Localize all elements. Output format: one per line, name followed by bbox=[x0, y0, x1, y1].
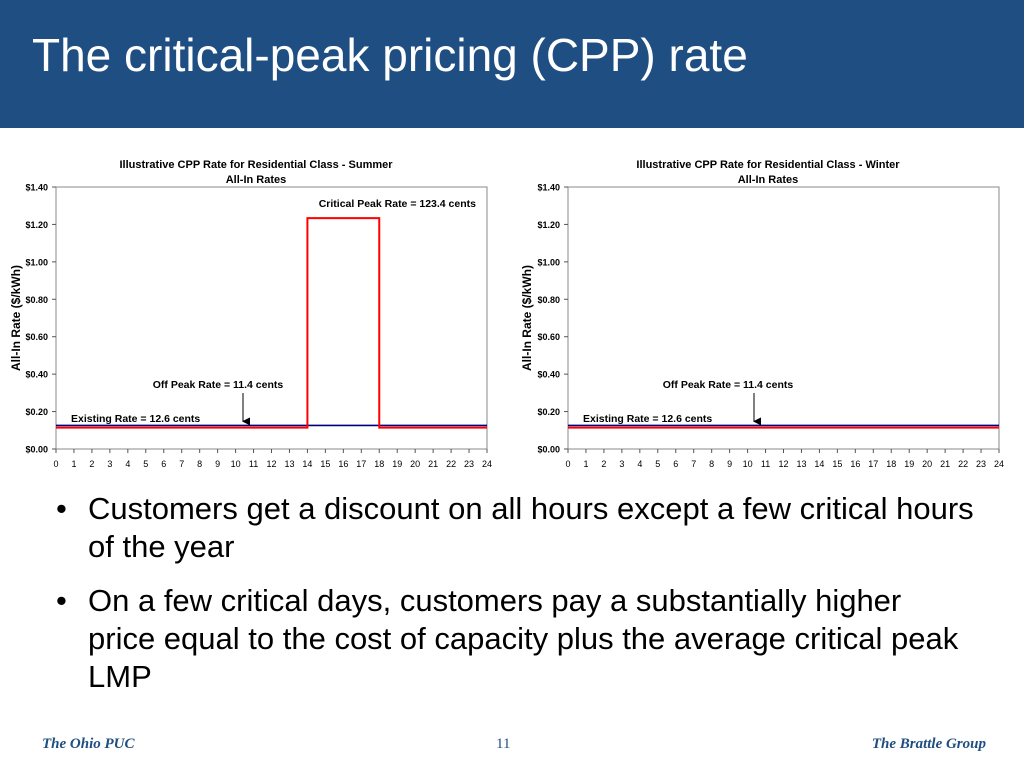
x-tick-label: 10 bbox=[231, 459, 241, 469]
x-tick-label: 9 bbox=[215, 459, 220, 469]
y-tick-label: $0.40 bbox=[537, 370, 560, 380]
title-bar: The critical-peak pricing (CPP) rate bbox=[0, 0, 1024, 128]
x-tick-label: 8 bbox=[197, 459, 202, 469]
series-line-cpp bbox=[56, 217, 487, 429]
plot-area bbox=[55, 186, 488, 450]
x-tick-label: 5 bbox=[143, 459, 148, 469]
x-tick-label: 24 bbox=[482, 459, 492, 469]
y-tick-label: $1.00 bbox=[537, 257, 560, 267]
x-tick-label: 17 bbox=[868, 459, 878, 469]
y-tick-label: $0.20 bbox=[537, 407, 560, 417]
x-tick-label: 4 bbox=[637, 459, 642, 469]
y-tick-label: $1.00 bbox=[25, 257, 48, 267]
x-tick-label: 22 bbox=[446, 459, 456, 469]
x-tick-label: 7 bbox=[691, 459, 696, 469]
y-tick-label: $0.80 bbox=[537, 295, 560, 305]
x-tick-label: 13 bbox=[284, 459, 294, 469]
y-tick-label: $0.20 bbox=[25, 407, 48, 417]
bullet-dot: • bbox=[56, 491, 67, 526]
x-tick-label: 16 bbox=[850, 459, 860, 469]
x-tick-label: 12 bbox=[266, 459, 276, 469]
x-tick-label: 21 bbox=[940, 459, 950, 469]
x-tick-label: 4 bbox=[125, 459, 130, 469]
y-axis-label: All-In Rate ($/kWh) bbox=[9, 265, 23, 371]
x-tick-label: 23 bbox=[464, 459, 474, 469]
x-tick-label: 14 bbox=[302, 459, 312, 469]
annotation-label: Off Peak Rate = 11.4 cents bbox=[663, 379, 794, 391]
x-tick-label: 1 bbox=[583, 459, 588, 469]
chart-subtitle: All-In Rates bbox=[738, 174, 799, 186]
bullet-item: • Customers get a discount on all hours … bbox=[56, 490, 976, 566]
x-tick-label: 12 bbox=[778, 459, 788, 469]
x-tick-label: 13 bbox=[796, 459, 806, 469]
x-tick-label: 8 bbox=[709, 459, 714, 469]
y-axis-label: All-In Rate ($/kWh) bbox=[520, 265, 534, 371]
x-tick-label: 15 bbox=[320, 459, 330, 469]
slide-title: The critical-peak pricing (CPP) rate bbox=[32, 29, 748, 81]
x-tick-label: 11 bbox=[249, 459, 258, 469]
chart-subtitle: All-In Rates bbox=[226, 174, 287, 186]
annotation-label: Existing Rate = 12.6 cents bbox=[71, 413, 200, 425]
x-tick-label: 9 bbox=[727, 459, 732, 469]
bullet-text: On a few critical days, customers pay a … bbox=[88, 583, 959, 694]
chart-0: Illustrative CPP Rate for Residential Cl… bbox=[9, 159, 492, 469]
chart-title: Illustrative CPP Rate for Residential Cl… bbox=[119, 159, 393, 171]
x-tick-label: 7 bbox=[179, 459, 184, 469]
x-tick-label: 14 bbox=[814, 459, 824, 469]
bullet-list: • Customers get a discount on all hours … bbox=[56, 490, 976, 712]
y-tick-label: $0.60 bbox=[25, 332, 48, 342]
x-tick-label: 2 bbox=[89, 459, 94, 469]
x-tick-label: 3 bbox=[619, 459, 624, 469]
x-tick-label: 20 bbox=[922, 459, 932, 469]
x-tick-label: 0 bbox=[565, 459, 570, 469]
x-tick-label: 11 bbox=[761, 459, 770, 469]
bullet-item: • On a few critical days, customers pay … bbox=[56, 582, 976, 696]
x-tick-label: 22 bbox=[958, 459, 968, 469]
x-tick-label: 20 bbox=[410, 459, 420, 469]
x-tick-label: 3 bbox=[107, 459, 112, 469]
x-tick-label: 16 bbox=[338, 459, 348, 469]
footer-right: The Brattle Group bbox=[871, 736, 986, 752]
y-tick-label: $0.80 bbox=[25, 295, 48, 305]
y-tick-label: $1.40 bbox=[537, 183, 560, 193]
y-tick-label: $1.40 bbox=[25, 183, 48, 193]
x-tick-label: 0 bbox=[53, 459, 58, 469]
x-tick-label: 1 bbox=[71, 459, 76, 469]
charts-area: Illustrative CPP Rate for Residential Cl… bbox=[9, 159, 1004, 469]
bullet-text: Customers get a discount on all hours ex… bbox=[88, 491, 974, 564]
y-tick-label: $0.00 bbox=[25, 445, 48, 455]
y-tick-label: $1.20 bbox=[537, 220, 560, 230]
footer-left: The Ohio PUC bbox=[42, 736, 135, 752]
y-tick-label: $1.20 bbox=[25, 220, 48, 230]
x-tick-label: 19 bbox=[392, 459, 402, 469]
x-tick-label: 23 bbox=[976, 459, 986, 469]
x-tick-label: 10 bbox=[743, 459, 753, 469]
x-tick-label: 24 bbox=[994, 459, 1004, 469]
x-tick-label: 6 bbox=[161, 459, 166, 469]
x-tick-label: 17 bbox=[356, 459, 366, 469]
plot-area bbox=[567, 186, 1000, 450]
x-tick-label: 2 bbox=[601, 459, 606, 469]
x-tick-label: 6 bbox=[673, 459, 678, 469]
y-tick-label: $0.00 bbox=[537, 445, 560, 455]
x-tick-label: 18 bbox=[374, 459, 384, 469]
chart-1: Illustrative CPP Rate for Residential Cl… bbox=[520, 159, 1004, 469]
y-tick-label: $0.40 bbox=[25, 370, 48, 380]
x-tick-label: 5 bbox=[655, 459, 660, 469]
bullet-dot: • bbox=[56, 583, 67, 618]
x-tick-label: 19 bbox=[904, 459, 914, 469]
x-tick-label: 15 bbox=[832, 459, 842, 469]
page-number: 11 bbox=[496, 736, 511, 752]
annotation-label: Off Peak Rate = 11.4 cents bbox=[153, 379, 284, 391]
chart-title: Illustrative CPP Rate for Residential Cl… bbox=[636, 159, 900, 171]
annotation-label: Existing Rate = 12.6 cents bbox=[583, 413, 712, 425]
annotation-label: Critical Peak Rate = 123.4 cents bbox=[319, 198, 476, 210]
y-tick-label: $0.60 bbox=[537, 332, 560, 342]
x-tick-label: 21 bbox=[428, 459, 438, 469]
x-tick-label: 18 bbox=[886, 459, 896, 469]
